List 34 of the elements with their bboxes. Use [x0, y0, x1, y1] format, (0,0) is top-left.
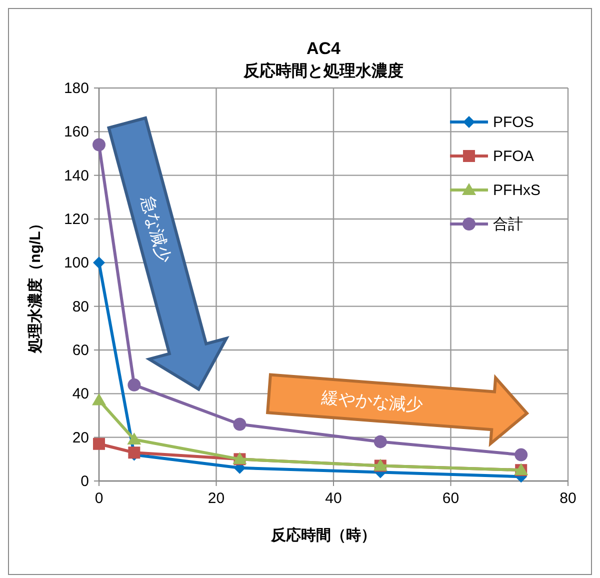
x-axis-title: 反応時間（時） [270, 526, 376, 544]
annotation: 急な減少 [138, 193, 174, 265]
y-tick-label: 80 [72, 298, 89, 316]
legend-label: PFOS [493, 114, 534, 131]
point [92, 393, 106, 406]
y-tick-label: 20 [72, 429, 89, 446]
legend-label: PFOA [493, 148, 534, 165]
y-tick-label: 120 [64, 211, 89, 228]
point [93, 438, 105, 450]
point [93, 256, 105, 269]
x-tick-label: 40 [325, 490, 342, 507]
y-tick-label: 0 [80, 473, 89, 490]
point [92, 138, 106, 152]
y-tick-label: 160 [64, 124, 89, 141]
x-tick-label: 60 [442, 490, 460, 507]
y-tick-label: 180 [64, 80, 89, 97]
chart-subtitle: 反応時間と処理水濃度 [242, 61, 404, 80]
y-tick-label: 140 [64, 167, 89, 184]
x-tick-label: 20 [208, 490, 225, 507]
point [233, 418, 246, 431]
point [128, 378, 141, 392]
point [127, 432, 142, 445]
chart-title: AC4 [306, 39, 342, 58]
annotation: 緩やかな減少 [320, 388, 424, 415]
legend-label: 合計 [493, 216, 523, 233]
legend-label: PFHxS [493, 182, 541, 199]
y-tick-label: 100 [64, 254, 89, 272]
point [374, 435, 387, 448]
x-tick-label: 0 [94, 490, 104, 507]
x-tick-label: 80 [560, 490, 576, 507]
point [514, 448, 528, 462]
y-tick-label: 40 [72, 386, 89, 403]
y-tick-label: 60 [72, 342, 89, 359]
y-axis-title: 処理水濃度（ng/L） [26, 216, 44, 354]
